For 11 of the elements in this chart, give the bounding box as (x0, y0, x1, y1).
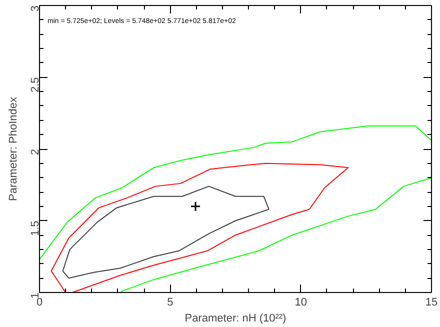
x-tick-label: 10 (294, 296, 307, 308)
x-tick-label: 15 (425, 296, 438, 308)
y-tick-label: 2.5 (30, 77, 42, 93)
y-tick-label: 1.5 (30, 220, 42, 236)
y-axis-title: Parameter: PhoIndex (8, 96, 20, 201)
x-tick-label: 5 (167, 296, 174, 308)
y-tick-label: 1 (30, 292, 42, 299)
x-tick-label: 0 (36, 296, 43, 308)
y-tick-label: 2 (30, 148, 42, 156)
x-axis-title: Parameter: nH (10²²) (184, 312, 286, 324)
y-tick-label: 3 (30, 5, 42, 12)
